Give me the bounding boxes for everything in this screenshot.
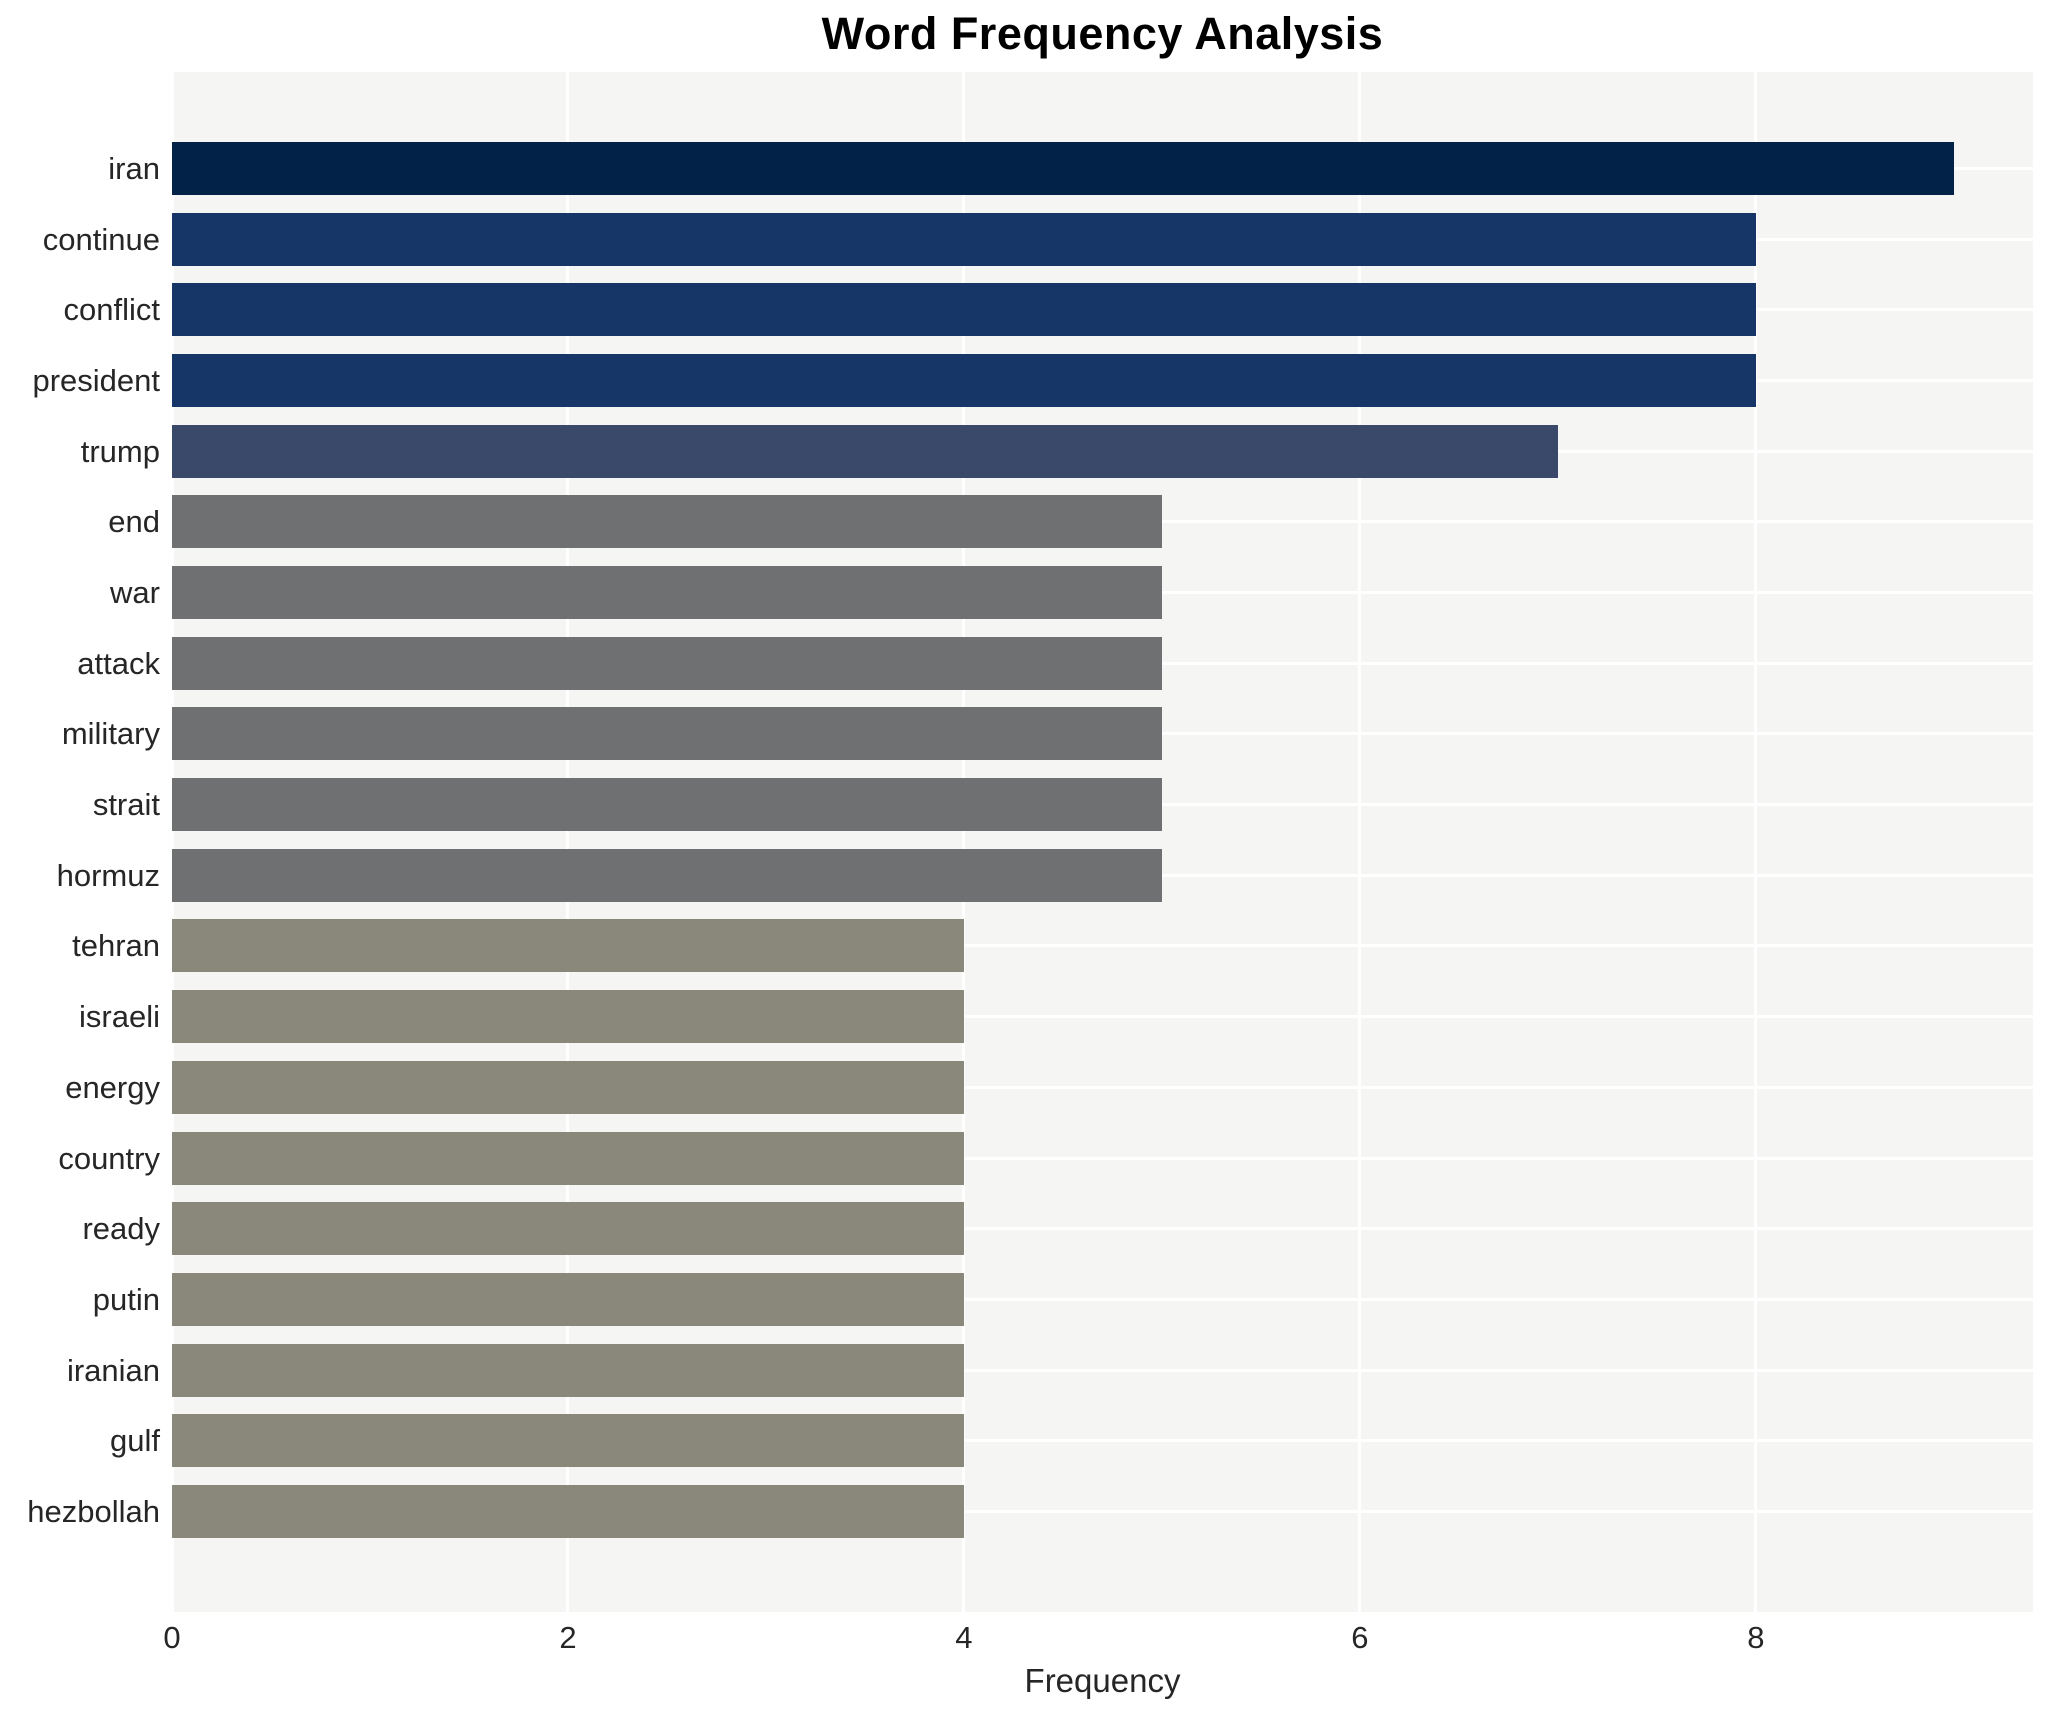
y-tick-label: hormuz — [56, 857, 160, 893]
gridline-horizontal — [172, 1439, 2033, 1443]
bar-military — [172, 707, 1162, 761]
gridline-horizontal — [172, 1368, 2033, 1372]
bar-conflict — [172, 283, 1756, 337]
gridline-horizontal — [172, 1509, 2033, 1513]
bar-hormuz — [172, 848, 1162, 902]
y-tick-label: country — [58, 1140, 160, 1176]
chart-title: Word Frequency Analysis — [821, 8, 1384, 59]
y-tick-label: hezbollah — [27, 1493, 160, 1529]
bar-gulf — [172, 1414, 964, 1468]
y-tick-label: israeli — [79, 999, 160, 1035]
y-tick-label: energy — [65, 1069, 160, 1105]
x-tick-label: 2 — [559, 1620, 577, 1655]
y-tick-label: iranian — [66, 1352, 160, 1388]
gridline-vertical — [566, 72, 570, 1612]
bar-iranian — [172, 1343, 964, 1397]
x-tick-label: 8 — [1747, 1620, 1765, 1655]
bar-continue — [172, 212, 1756, 266]
y-tick-label: ready — [82, 1211, 160, 1247]
x-tick-label: 6 — [1351, 1620, 1369, 1655]
bar-iran — [172, 142, 1954, 195]
bar-attack — [172, 636, 1162, 690]
gridline-vertical — [1358, 72, 1362, 1612]
gridline-horizontal — [172, 1297, 2033, 1301]
gridline-horizontal — [172, 1227, 2033, 1231]
bar-ready — [172, 1202, 964, 1256]
y-tick-label: iran — [108, 151, 160, 186]
y-tick-label: continue — [42, 221, 160, 257]
y-tick-label: gulf — [110, 1423, 160, 1459]
bar-energy — [172, 1060, 964, 1114]
y-tick-label: conflict — [63, 292, 160, 328]
y-tick-label: attack — [77, 645, 160, 681]
x-tick-label: 0 — [163, 1620, 181, 1655]
gridline-horizontal — [172, 1015, 2033, 1019]
y-tick-label: putin — [92, 1281, 160, 1317]
gridline-vertical — [172, 72, 174, 1612]
bar-israeli — [172, 990, 964, 1044]
bar-putin — [172, 1272, 964, 1326]
plot-area — [172, 72, 2033, 1612]
bar-hezbollah — [172, 1484, 964, 1538]
gridline-vertical — [1754, 72, 1758, 1612]
bar-country — [172, 1131, 964, 1185]
x-tick-label: 4 — [955, 1620, 973, 1655]
bar-tehran — [172, 919, 964, 973]
x-axis-title: Frequency — [1024, 1662, 1181, 1699]
gridline-horizontal — [172, 1156, 2033, 1160]
bar-strait — [172, 778, 1162, 832]
gridline-horizontal — [172, 944, 2033, 948]
bar-war — [172, 566, 1162, 620]
bar-trump — [172, 424, 1558, 478]
gridline-horizontal — [172, 1085, 2033, 1089]
y-tick-label: strait — [92, 787, 160, 823]
y-tick-label: war — [110, 575, 160, 611]
y-tick-label: trump — [80, 433, 160, 469]
bar-president — [172, 354, 1756, 408]
y-tick-label: president — [32, 363, 160, 399]
y-tick-label: tehran — [72, 928, 160, 964]
y-tick-label: end — [108, 504, 160, 540]
y-tick-label: military — [61, 716, 160, 752]
gridline-vertical — [962, 72, 966, 1612]
bar-end — [172, 495, 1162, 549]
